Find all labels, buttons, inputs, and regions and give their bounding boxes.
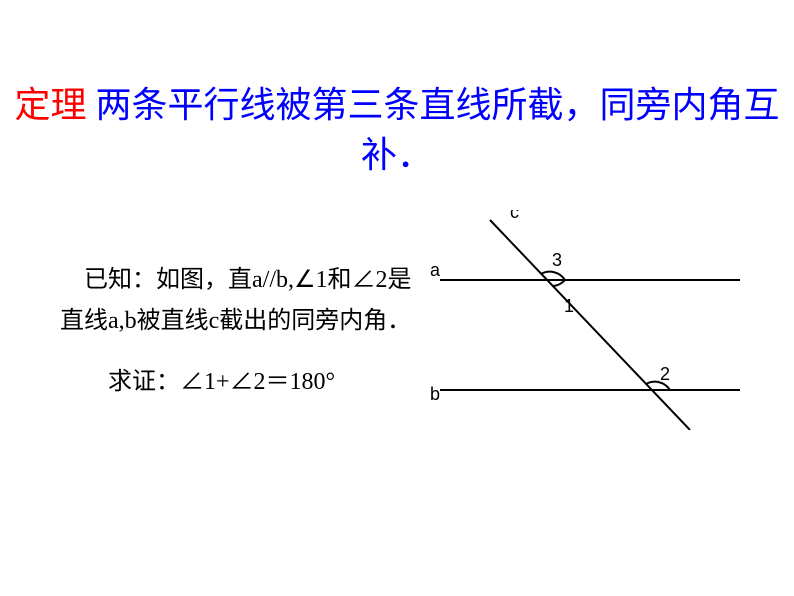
geometry-diagram: a b c 1 2 3 xyxy=(430,210,760,430)
line-c xyxy=(490,220,690,430)
label-a: a xyxy=(430,260,441,280)
theorem-title: 定理 两条平行线被第三条直线所截，同旁内角互补． xyxy=(0,0,794,181)
prove-text: 求证：∠1+∠2＝180° xyxy=(60,362,420,403)
label-c: c xyxy=(510,210,519,222)
angle-1-label: 1 xyxy=(564,296,574,316)
theorem-text: 两条平行线被第三条直线所截，同旁内角互补． xyxy=(87,85,780,175)
content-block: 已知：如图，直a//b,∠1和∠2是直线a,b被直线c截出的同旁内角． 求证：∠… xyxy=(60,260,420,402)
angle-2-label: 2 xyxy=(660,364,670,384)
angle-3-label: 3 xyxy=(552,250,562,270)
diagram-svg: a b c 1 2 3 xyxy=(430,210,760,430)
theorem-label: 定理 xyxy=(14,85,86,125)
given-text: 已知：如图，直a//b,∠1和∠2是直线a,b被直线c截出的同旁内角． xyxy=(60,260,420,342)
label-b: b xyxy=(430,384,440,404)
